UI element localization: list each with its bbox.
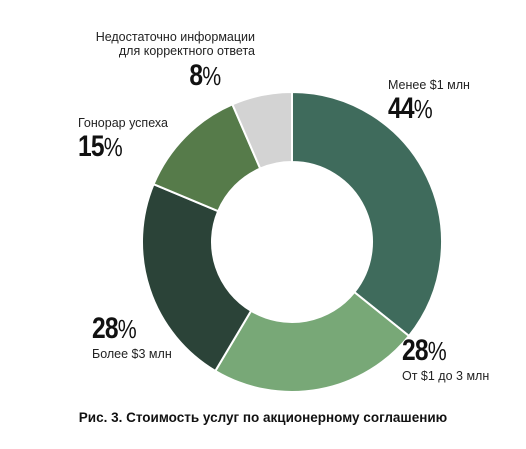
slice-percent: 28% xyxy=(402,334,447,367)
donut-slice-4 xyxy=(231,90,293,170)
label-1-to-3m: 28% От $1 до 3 млн xyxy=(402,334,489,383)
slice-label: Гонорар успеха xyxy=(78,116,168,130)
slice-label: Менее $1 млн xyxy=(388,78,470,92)
label-less-1m: Менее $1 млн 44% xyxy=(388,78,470,127)
donut-slice-1 xyxy=(213,290,411,393)
slice-label: Более $3 млн xyxy=(92,346,172,361)
label-insufficient-info: Недостаточно информации для корректного … xyxy=(95,30,255,93)
slice-label: для корректного ответа xyxy=(118,44,255,59)
slice-label: Недостаточно информации xyxy=(95,30,255,44)
label-more-3m: 28% Более $3 млн xyxy=(92,312,172,361)
slice-percent: 44% xyxy=(388,92,433,126)
label-success-fee: Гонорар успеха 15% xyxy=(78,116,168,165)
donut-slice-2 xyxy=(141,182,253,373)
donut-slice-0 xyxy=(291,90,443,338)
figure-caption: Рис. 3. Стоимость услуг по акционерному … xyxy=(78,410,448,425)
slice-percent: 15% xyxy=(78,130,123,164)
donut-chart xyxy=(141,90,443,393)
slice-percent: 28% xyxy=(92,312,137,345)
slice-label: От $1 до 3 млн xyxy=(402,368,490,383)
slice-percent: 8% xyxy=(189,58,221,92)
